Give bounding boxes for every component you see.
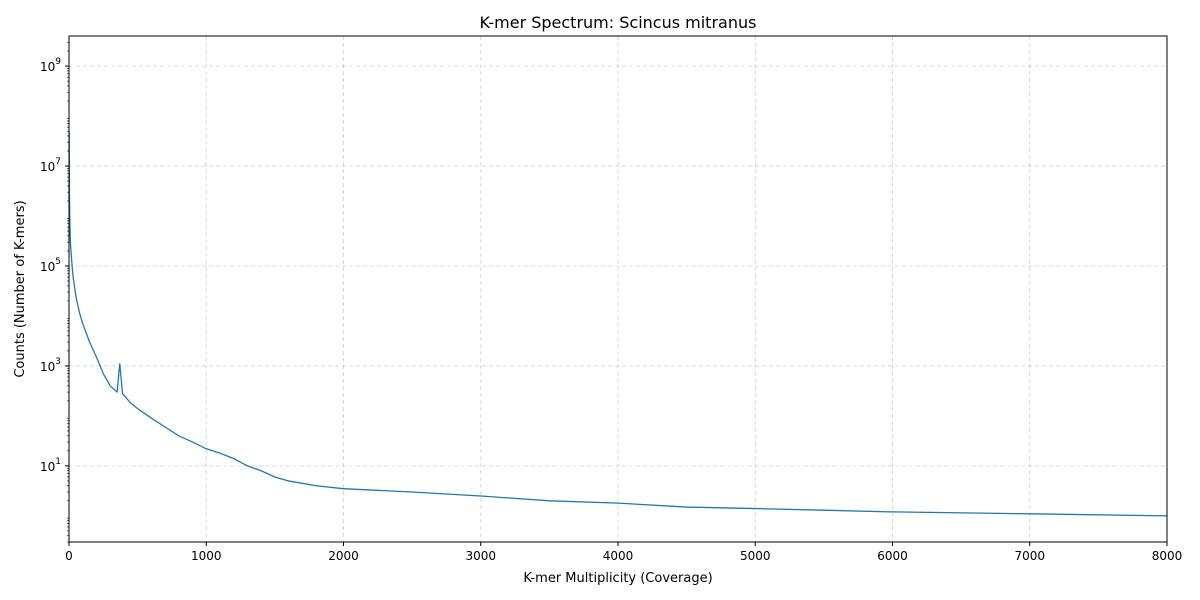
y-tick-base: 10	[40, 460, 55, 474]
y-tick-label: 107	[40, 157, 61, 174]
y-tick-label: 109	[40, 57, 61, 74]
x-tick-label: 5000	[740, 549, 771, 563]
y-tick-exponent: 7	[55, 157, 61, 167]
y-tick-exponent: 1	[55, 457, 61, 467]
y-axis-label: Counts (Number of K-mers)	[13, 200, 28, 377]
y-tick-exponent: 3	[55, 357, 61, 367]
y-tick-label: 105	[40, 257, 61, 274]
chart-title: K-mer Spectrum: Scincus mitranus	[480, 13, 757, 32]
y-tick-label: 101	[40, 457, 61, 474]
y-tick-base: 10	[40, 360, 55, 374]
x-tick-label: 2000	[328, 549, 359, 563]
x-tick-label: 6000	[877, 549, 908, 563]
y-tick-label: 103	[40, 357, 61, 374]
x-tick-label: 0	[65, 549, 73, 563]
series-group	[69, 131, 1167, 517]
grid-lines	[69, 36, 1167, 542]
x-tick-label: 7000	[1014, 549, 1045, 563]
y-tick-exponent: 5	[55, 257, 61, 267]
y-tick-base: 10	[40, 260, 55, 274]
y-tick-exponent: 9	[55, 57, 61, 67]
series-line	[69, 131, 1167, 517]
x-tick-label: 4000	[603, 549, 634, 563]
x-tick-label: 8000	[1152, 549, 1183, 563]
y-tick-base: 10	[40, 60, 55, 74]
x-axis-label: K-mer Multiplicity (Coverage)	[523, 571, 712, 586]
x-tick-label: 1000	[191, 549, 222, 563]
x-tick-label: 3000	[465, 549, 496, 563]
x-axis-ticks: 0 1000 2000 3000 4000 5000 6000 7000 8000	[65, 542, 1182, 563]
y-tick-base: 10	[40, 160, 55, 174]
